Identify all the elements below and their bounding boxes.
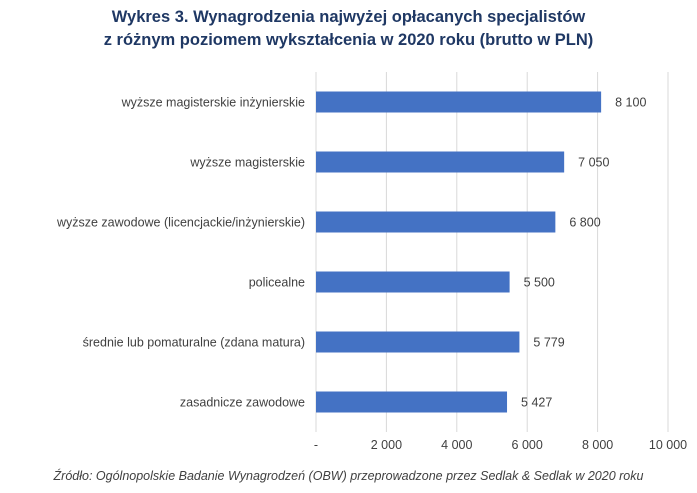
bar bbox=[316, 151, 565, 173]
x-tick-label: 10 000 bbox=[649, 438, 687, 452]
category-label: wyższe magisterskie inżynierskie bbox=[121, 96, 305, 110]
source-note: Źródło: Ogólnopolskie Badanie Wynagrodze… bbox=[53, 469, 644, 483]
data-label: 8 100 bbox=[615, 96, 646, 110]
x-tick-label: - bbox=[314, 438, 318, 452]
chart-title-line-2: z różnym poziomem wykształcenia w 2020 r… bbox=[103, 31, 594, 49]
x-tick-label: 8 000 bbox=[582, 438, 613, 452]
data-label: 7 050 bbox=[578, 156, 609, 170]
chart-title: Wykres 3. Wynagrodzenia najwyżej opłacan… bbox=[0, 6, 697, 52]
data-label: 5 427 bbox=[521, 396, 552, 410]
bar bbox=[316, 91, 602, 113]
x-tick-label: 4 000 bbox=[441, 438, 472, 452]
x-tick-label: 2 000 bbox=[371, 438, 402, 452]
x-tick-label: 6 000 bbox=[512, 438, 543, 452]
data-label: 5 500 bbox=[524, 276, 555, 290]
chart-title-line-1: Wykres 3. Wynagrodzenia najwyżej opłacan… bbox=[111, 8, 586, 26]
data-label: 5 779 bbox=[533, 336, 564, 350]
data-label: 6 800 bbox=[569, 216, 600, 230]
bar bbox=[316, 271, 510, 293]
bar bbox=[316, 391, 508, 413]
bar bbox=[316, 211, 556, 233]
bar bbox=[316, 331, 520, 353]
category-label: średnie lub pomaturalne (zdana matura) bbox=[83, 336, 305, 350]
category-label: zasadnicze zawodowe bbox=[180, 396, 305, 410]
bar-chart: - 2 000 4 000 6 000 8 000 10 000 wyższe magist… bbox=[56, 72, 687, 452]
category-label: wyższe magisterskie bbox=[189, 156, 305, 170]
category-label: policealne bbox=[249, 276, 305, 290]
category-label: wyższe zawodowe (licencjackie/inżyniersk… bbox=[56, 216, 305, 230]
